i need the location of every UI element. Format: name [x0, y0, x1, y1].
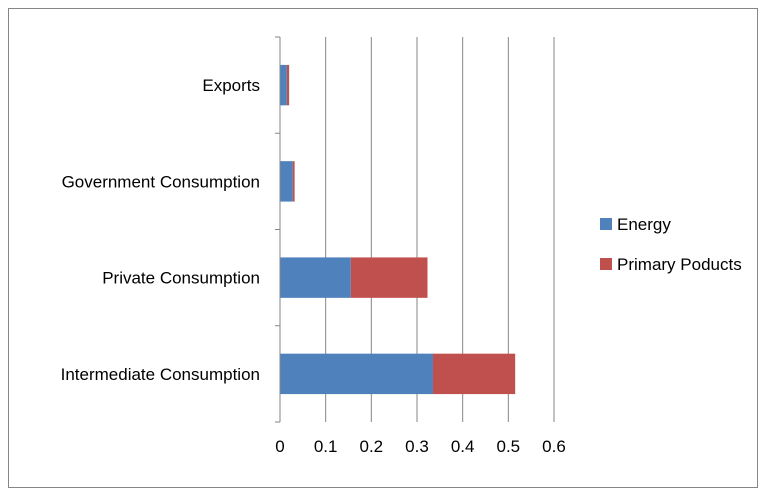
bar-energy — [280, 353, 433, 395]
category-label: Private Consumption — [102, 269, 260, 288]
bar-energy — [280, 257, 351, 298]
legend-label: Primary Poducts — [617, 255, 742, 274]
y-axis — [275, 36, 281, 423]
chart-frame — [8, 8, 758, 488]
legend: Energy Primary Poducts — [600, 215, 742, 274]
bar-primary-poducts — [286, 64, 290, 106]
category-label: Exports — [202, 76, 260, 95]
bar-energy — [280, 161, 293, 202]
legend-label: Energy — [617, 215, 671, 234]
bars — [280, 64, 516, 395]
x-tick-label: 0 — [275, 437, 284, 456]
x-tick-labels: 0 0.1 0.2 0.3 0.4 0.5 0.6 — [275, 437, 566, 456]
x-tick-label: 0.2 — [360, 437, 384, 456]
bar-primary-poducts — [350, 257, 428, 298]
x-tick-label: 0.1 — [314, 437, 338, 456]
legend-swatch — [600, 258, 612, 270]
bar-primary-poducts — [432, 353, 516, 395]
x-tick-label: 0.6 — [542, 437, 566, 456]
legend-swatch — [600, 218, 612, 230]
category-labels: Intermediate Consumption Private Consumpt… — [61, 76, 260, 384]
category-label: Intermediate Consumption — [61, 365, 260, 384]
chart: Intermediate Consumption Private Consumpt… — [61, 36, 742, 456]
category-label: Government Consumption — [62, 172, 260, 191]
x-tick-label: 0.4 — [451, 437, 475, 456]
x-tick-label: 0.3 — [405, 437, 429, 456]
bar-energy — [280, 64, 287, 106]
bar-primary-poducts — [292, 161, 295, 202]
x-tick-label: 0.5 — [497, 437, 521, 456]
